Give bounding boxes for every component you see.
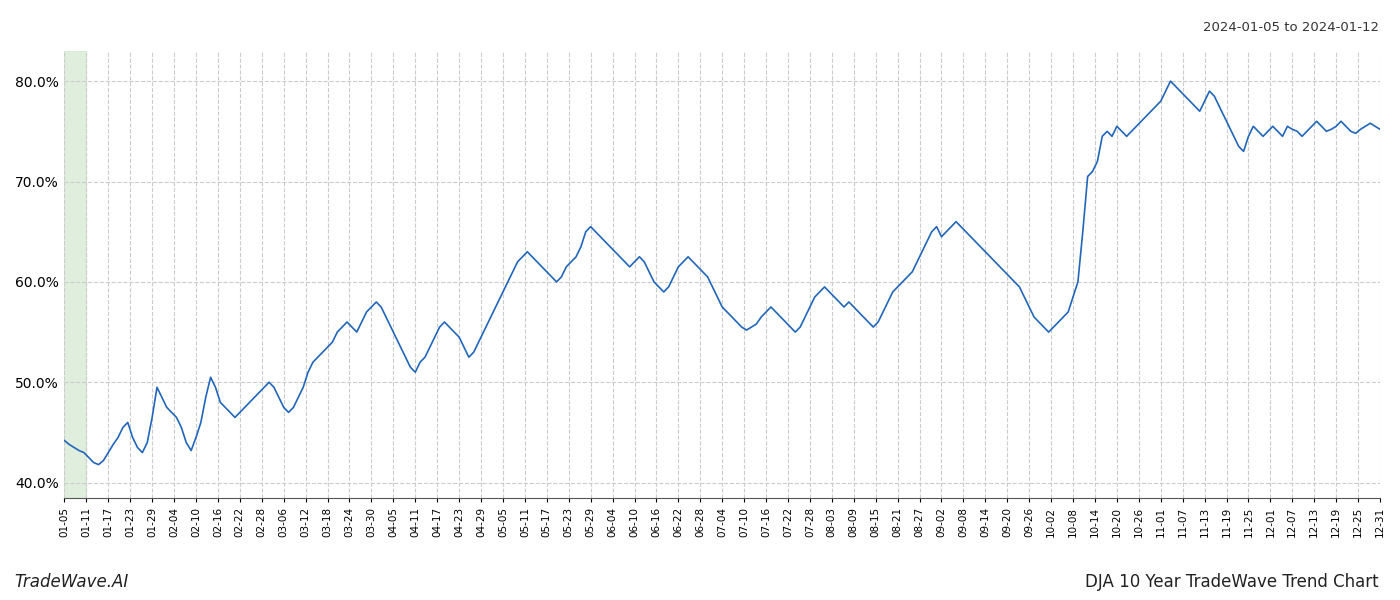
- Text: DJA 10 Year TradeWave Trend Chart: DJA 10 Year TradeWave Trend Chart: [1085, 573, 1379, 591]
- Text: TradeWave.AI: TradeWave.AI: [14, 573, 129, 591]
- Bar: [64, 51, 87, 498]
- Text: 2024-01-05 to 2024-01-12: 2024-01-05 to 2024-01-12: [1203, 21, 1379, 34]
